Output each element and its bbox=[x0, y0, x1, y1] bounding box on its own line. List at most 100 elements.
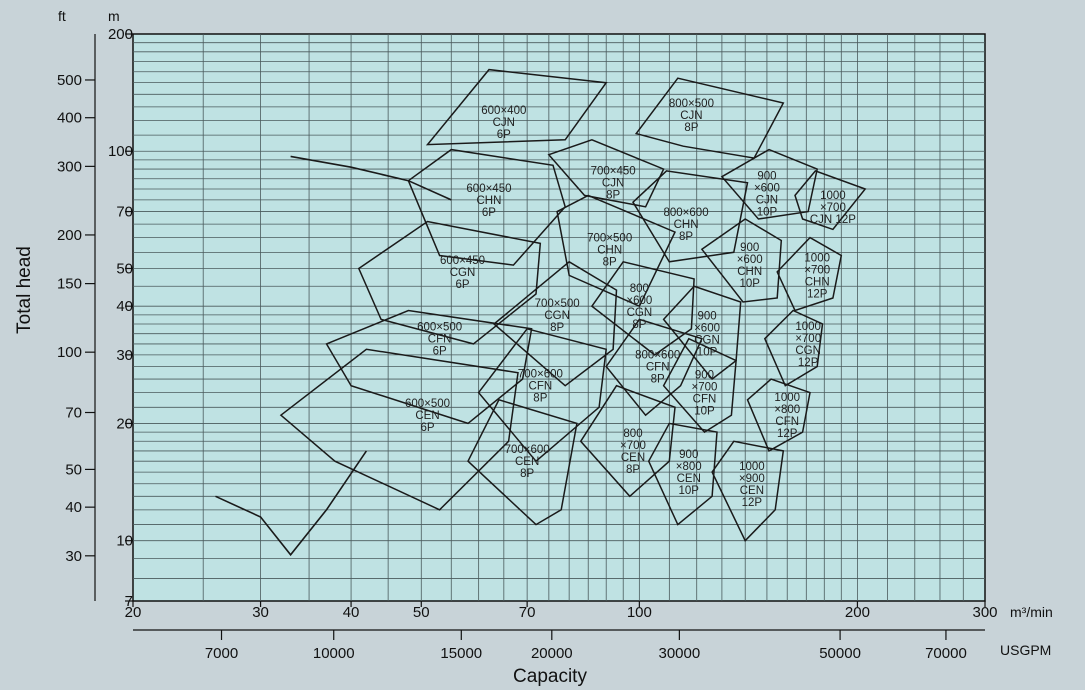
region-label-line: 8P bbox=[651, 374, 665, 386]
region-label-line: 1000 bbox=[820, 190, 846, 202]
pump-region-21 bbox=[776, 236, 843, 312]
m3min-tick-label: 70 bbox=[519, 604, 536, 621]
region-label-line: ×800 bbox=[676, 461, 702, 473]
envelope-curve-1 bbox=[215, 450, 368, 557]
pump-region-23 bbox=[746, 378, 811, 452]
m-tick-label: 30 bbox=[116, 347, 133, 364]
region-label-line: 8P bbox=[632, 319, 646, 331]
region-label-line: 800×500 bbox=[669, 98, 714, 110]
usgpm-tick-label: 50000 bbox=[819, 645, 861, 662]
region-label-line: CJN 12P bbox=[810, 214, 856, 226]
region-label-line: ×700 bbox=[804, 264, 830, 276]
region-label-line: 1000 bbox=[774, 392, 800, 404]
region-label-line: CHN bbox=[805, 276, 830, 288]
region-label-line: 8P bbox=[520, 468, 534, 480]
pump-region-7 bbox=[492, 260, 618, 387]
plot-background bbox=[132, 33, 986, 602]
m3min-tick-label: 30 bbox=[252, 604, 269, 621]
pump-region-9 bbox=[467, 398, 578, 526]
region-label-line: 700×500 bbox=[587, 232, 632, 244]
region-label-line: CEN bbox=[621, 452, 645, 464]
region-label-line: 6P bbox=[455, 279, 469, 291]
region-label-line: CFN bbox=[428, 334, 452, 346]
m-tick-label: 200 bbox=[108, 26, 133, 43]
pump-region-10 bbox=[634, 77, 785, 159]
region-labels: 600×400CJN6P600×450CHN6P600×450CGN6P600×… bbox=[405, 98, 856, 509]
region-label-line: 12P bbox=[798, 357, 819, 369]
pump-region-5 bbox=[547, 138, 665, 208]
pump-region-12 bbox=[590, 260, 695, 356]
pump-region-14 bbox=[579, 384, 676, 498]
pump-region-3 bbox=[325, 309, 533, 425]
ft-tick-label: 70 bbox=[65, 405, 82, 422]
region-label-line: 10P bbox=[679, 485, 700, 497]
region-label-line: 10P bbox=[757, 206, 778, 218]
y-axis-title: Total head bbox=[14, 246, 35, 334]
region-label-line: CJN bbox=[680, 110, 702, 122]
pump-region-13 bbox=[605, 318, 703, 417]
ft-tick-label: 50 bbox=[65, 461, 82, 478]
m3min-tick-label: 20 bbox=[125, 604, 142, 621]
region-label-line: 900 bbox=[679, 449, 698, 461]
region-label-line: CJN bbox=[602, 178, 624, 190]
pump-region-0 bbox=[425, 68, 608, 146]
m-tick-label: 50 bbox=[116, 260, 133, 277]
pump-region-17 bbox=[662, 285, 742, 381]
region-label-line: 6P bbox=[433, 346, 447, 358]
region-label-line: CJN bbox=[756, 194, 778, 206]
ft-tick-label: 400 bbox=[57, 110, 82, 127]
region-label-line: ×600 bbox=[754, 182, 780, 194]
ft-tick-label: 100 bbox=[57, 344, 82, 361]
region-label-line: 600×450 bbox=[440, 255, 485, 267]
pump-region-11 bbox=[632, 170, 749, 263]
pump-region-6 bbox=[556, 194, 677, 308]
region-label-line: ×800 bbox=[774, 404, 800, 416]
pump-region-19 bbox=[647, 422, 718, 526]
region-label-line: CHN bbox=[674, 219, 699, 231]
region-label-line: 12P bbox=[777, 428, 798, 440]
region-label-line: 800×600 bbox=[635, 350, 680, 362]
ft-tick-label: 150 bbox=[57, 276, 82, 293]
x-axis-title: Capacity bbox=[513, 666, 587, 687]
region-label-line: CEN bbox=[415, 410, 439, 422]
region-label-line: CFN bbox=[693, 394, 717, 406]
region-label-line: CJN bbox=[493, 117, 515, 129]
m-tick-label: 20 bbox=[116, 415, 133, 432]
usgpm-tick-label: 70000 bbox=[925, 645, 967, 662]
region-label-line: CEN bbox=[677, 473, 701, 485]
region-label-line: 6P bbox=[497, 129, 511, 141]
region-label-line: 10P bbox=[697, 347, 718, 359]
region-label-line: 12P bbox=[807, 288, 828, 300]
region-label-line: CFN bbox=[775, 416, 799, 428]
region-label-line: ×900 bbox=[739, 473, 765, 485]
usgpm-tick-label: 15000 bbox=[440, 645, 482, 662]
region-label-line: 8P bbox=[603, 256, 617, 268]
envelope-curves bbox=[215, 155, 452, 557]
region-label-line: 700×600 bbox=[505, 444, 550, 456]
region-label-line: ×600 bbox=[737, 254, 763, 266]
region-label-line: ×700 bbox=[620, 440, 646, 452]
region-label-line: 700×500 bbox=[535, 298, 580, 310]
usgpm-tick-label: 10000 bbox=[313, 645, 355, 662]
region-label-line: 900 bbox=[757, 170, 776, 182]
pump-region-15 bbox=[720, 148, 819, 220]
region-label-line: CGN bbox=[795, 345, 821, 357]
pump-region-8 bbox=[477, 327, 608, 463]
region-label-line: 900 bbox=[697, 311, 716, 323]
region-label-line: CHN bbox=[476, 195, 501, 207]
region-label-line: ×700 bbox=[820, 202, 846, 214]
region-label-line: CGN bbox=[694, 335, 720, 347]
region-label-line: 600×500 bbox=[417, 322, 462, 334]
axes: 30 40 50 70 100 150 200 300 400 500 7 10 20 30 40 50 70 1… bbox=[57, 26, 998, 662]
region-label-line: 10P bbox=[694, 406, 715, 418]
region-label-line: CGN bbox=[544, 310, 570, 322]
usgpm-tick-label: 7000 bbox=[205, 645, 238, 662]
usgpm-tick-label: 30000 bbox=[659, 645, 701, 662]
x-unit-top: m³/min bbox=[1010, 604, 1053, 620]
envelope-curve-0 bbox=[290, 155, 452, 201]
region-label-line: CHN bbox=[597, 244, 622, 256]
region-label-line: 6P bbox=[482, 207, 496, 219]
pump-region-24 bbox=[711, 440, 785, 542]
region-label-line: 600×450 bbox=[466, 183, 511, 195]
